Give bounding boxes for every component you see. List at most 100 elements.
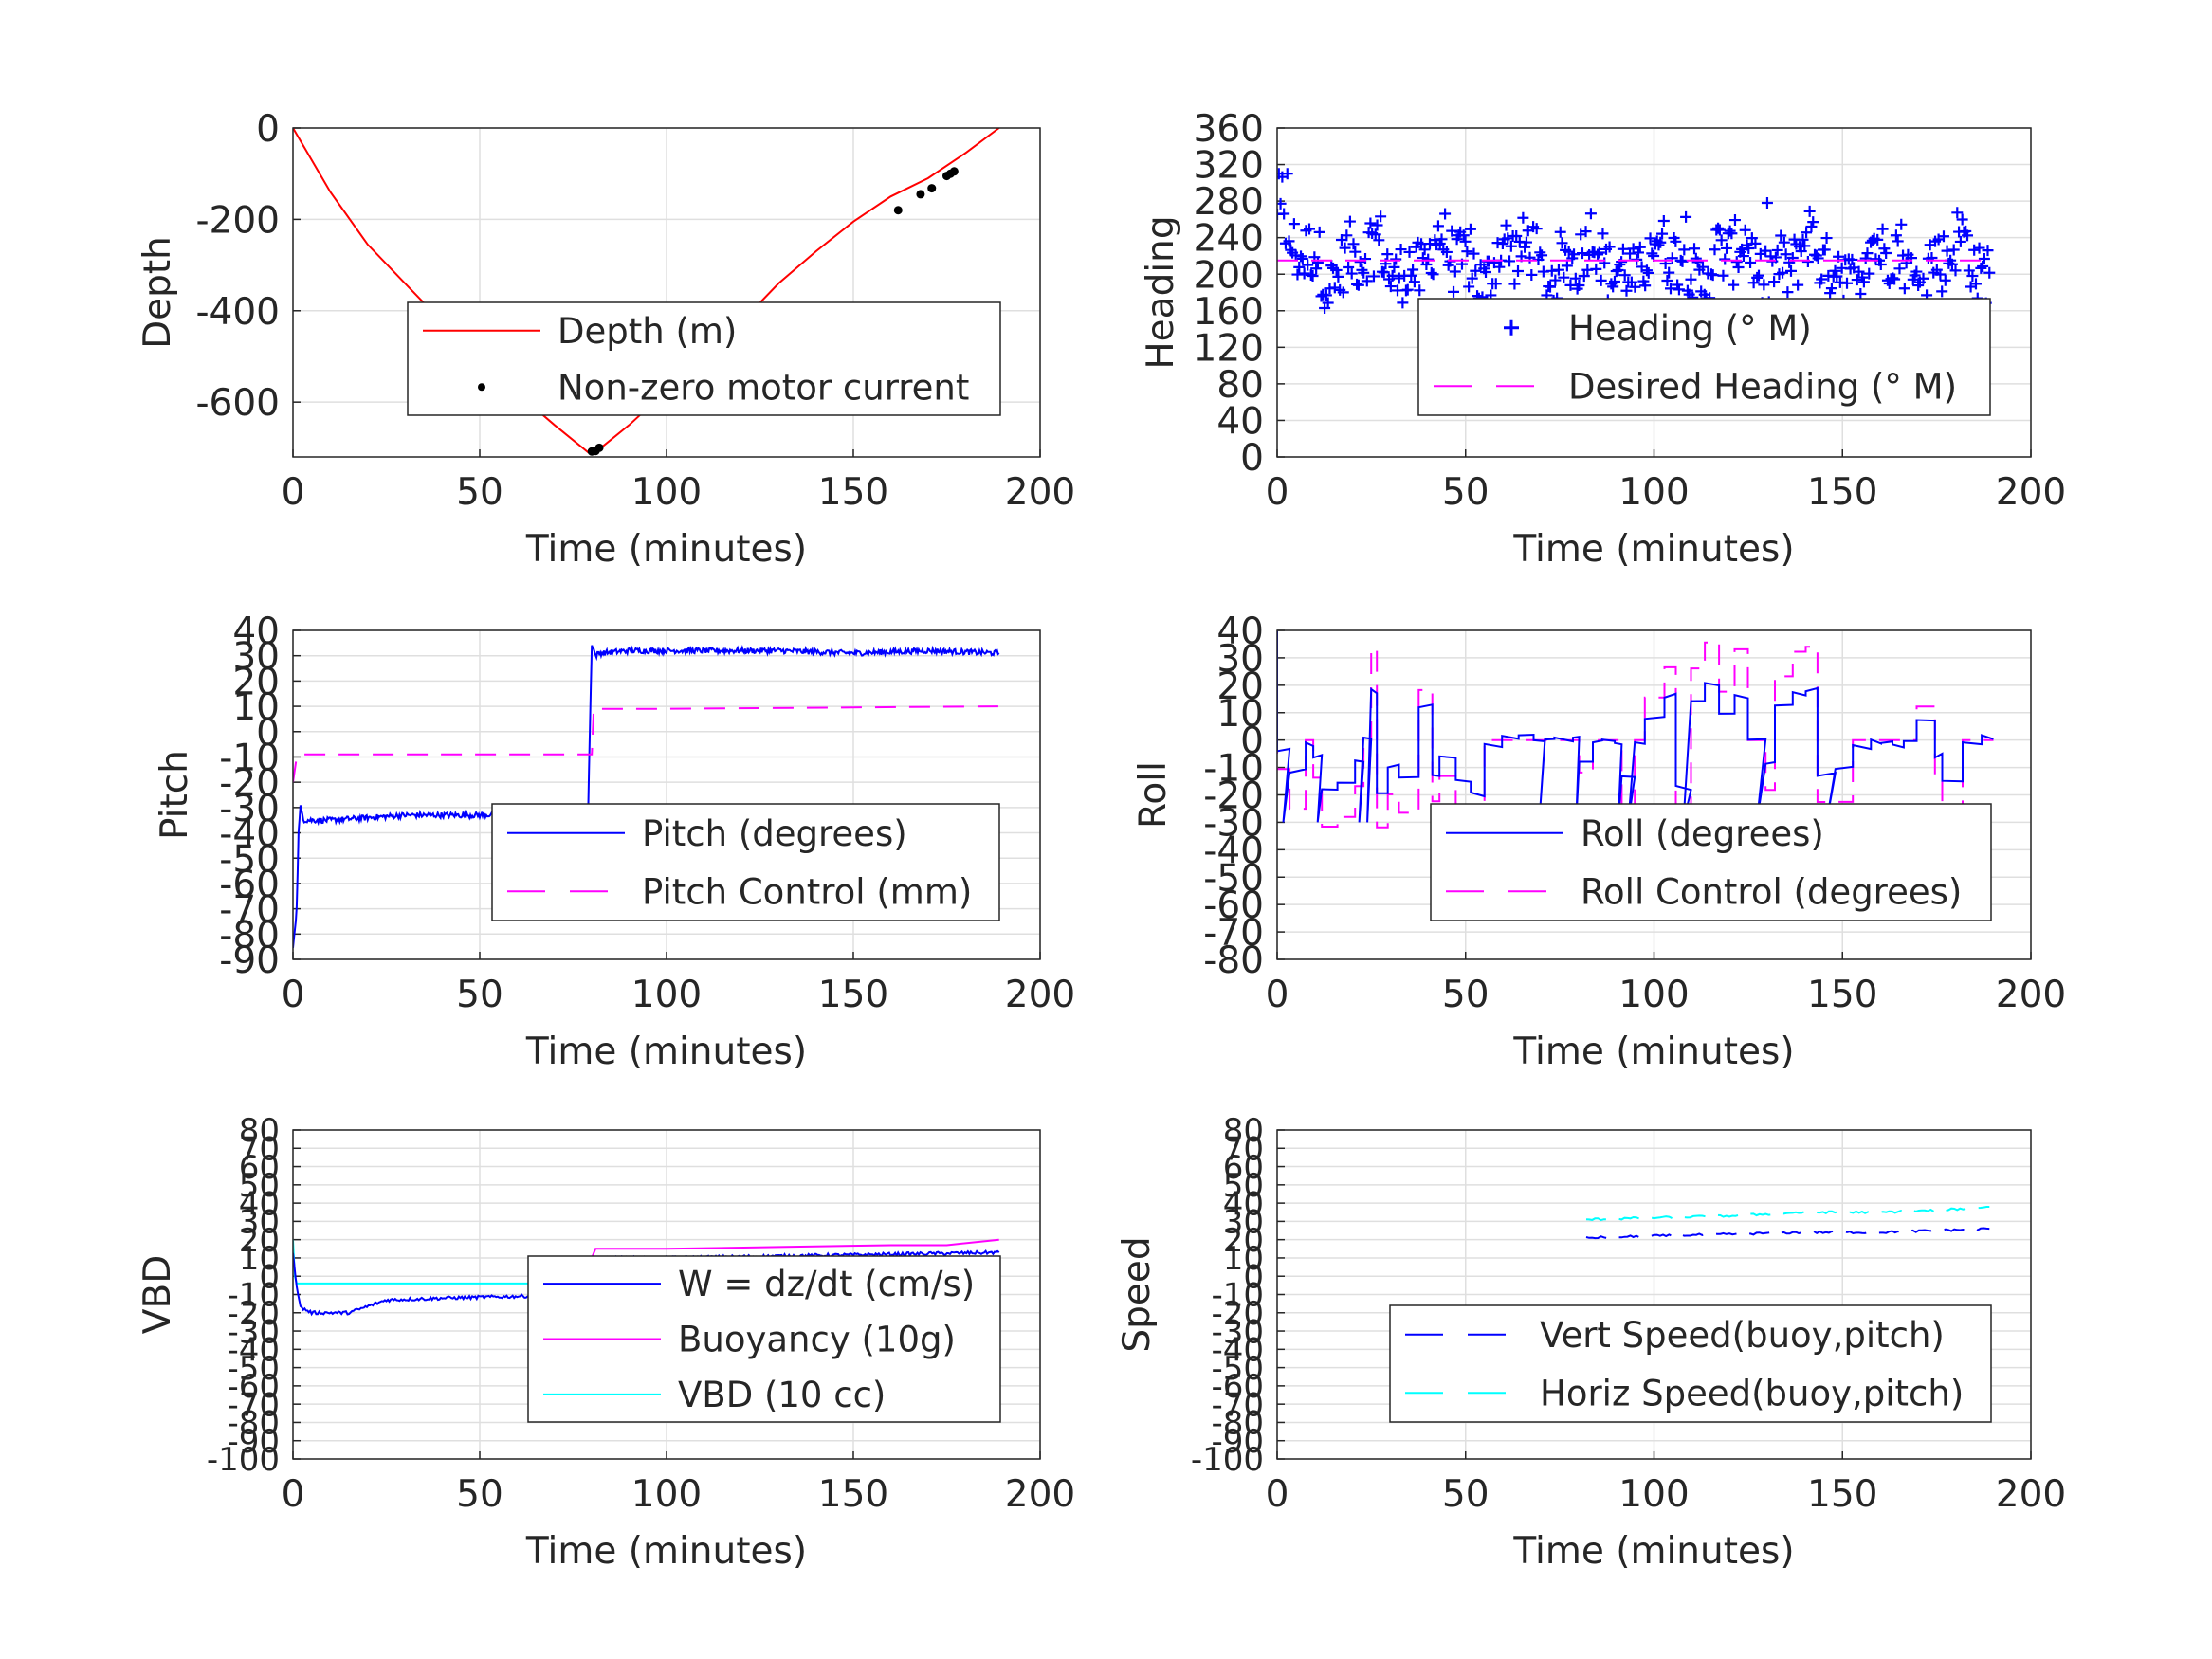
data-marker-heading <box>1761 196 1773 209</box>
y-tick-label: -70 <box>227 1386 280 1424</box>
y-tick-label: -40 <box>219 813 280 856</box>
data-marker-heading <box>1281 168 1293 180</box>
data-marker-heading <box>1403 246 1416 258</box>
axes-frame <box>292 629 1041 960</box>
y-tick-label: 120 <box>1194 327 1264 370</box>
data-marker-heading <box>1584 208 1597 220</box>
data-marker-heading <box>1797 233 1809 246</box>
data-marker-heading <box>1395 244 1407 256</box>
x-tick-label: 150 <box>1807 1473 1877 1516</box>
x-tick-label: 50 <box>1442 471 1490 514</box>
data-marker-heading <box>1343 261 1355 273</box>
y-tick-label: -40 <box>227 1332 280 1370</box>
y-tick-label: -70 <box>1211 1386 1264 1424</box>
data-marker-heading <box>1937 230 1949 243</box>
data-marker-heading <box>1360 253 1372 265</box>
axes-frame <box>1276 629 2032 960</box>
legend-label: Non-zero motor current <box>558 367 969 408</box>
data-marker-heading <box>1296 252 1308 264</box>
data-marker-heading <box>1568 248 1581 261</box>
data-marker-heading <box>1812 252 1824 264</box>
y-tick-label: 10 <box>232 686 280 729</box>
legend-label: Heading (° M) <box>1568 308 1812 349</box>
data-marker-heading <box>1792 279 1804 291</box>
data-marker-heading <box>1841 277 1854 289</box>
data-marker-heading <box>1307 270 1319 283</box>
data-marker-heading <box>1440 246 1453 258</box>
y-axis-label: Depth <box>137 236 179 349</box>
y-tick-label: -10 <box>1211 1277 1264 1315</box>
x-tick-label: 150 <box>818 1473 888 1516</box>
data-marker-heading <box>1330 264 1343 276</box>
data-marker-heading <box>1715 234 1728 246</box>
data-marker-heading <box>1616 256 1628 268</box>
data-marker-heading <box>1771 244 1783 256</box>
data-marker-heading <box>1504 255 1516 267</box>
y-tick-label: -70 <box>219 889 280 932</box>
legend-label: W = dz/dt (cm/s) <box>678 1264 975 1304</box>
y-tick-label: -30 <box>227 1313 280 1351</box>
data-marker-heading <box>1876 223 1889 235</box>
data-marker-heading <box>1936 285 1948 298</box>
data-marker-heading <box>1502 232 1514 245</box>
data-marker-heading <box>1851 274 1863 286</box>
data-marker-heading <box>1749 237 1762 249</box>
data-marker-heading <box>1552 264 1564 276</box>
data-marker-heading <box>1737 250 1749 263</box>
series-line-pitch <box>293 645 1000 948</box>
legend-vbd: W = dz/dt (cm/s) Buoyancy (10g) VBD (10 cc… <box>527 1255 1001 1423</box>
data-marker-heading <box>1910 265 1923 278</box>
data-marker-heading <box>1405 269 1417 282</box>
data-marker-heading <box>1298 267 1310 280</box>
x-tick-label: 50 <box>456 974 503 1016</box>
y-axis-label: Pitch <box>154 750 196 840</box>
y-tick-label: -60 <box>1211 1368 1264 1406</box>
data-marker-heading <box>1892 235 1904 247</box>
data-marker-heading <box>1592 248 1604 261</box>
y-tick-label: 320 <box>1194 145 1264 188</box>
data-marker-heading <box>1653 239 1665 251</box>
data-marker-heading <box>1341 229 1353 242</box>
data-marker-heading <box>1977 260 1989 272</box>
y-tick-label: 280 <box>1194 181 1264 224</box>
axes-frame <box>1276 1129 2032 1460</box>
y-tick-label: 50 <box>1223 1167 1264 1205</box>
data-marker-heading <box>1872 233 1884 246</box>
legend-pitch: Pitch (degrees) Pitch Control (mm) <box>491 803 1000 921</box>
data-marker-heading <box>1753 269 1765 282</box>
y-tick-label: -50 <box>1211 1350 1264 1388</box>
y-tick-label: -30 <box>1211 1313 1264 1351</box>
data-marker-heading <box>1573 279 1585 291</box>
data-marker-heading <box>1288 218 1300 230</box>
x-tick-label: 150 <box>818 471 888 514</box>
y-tick-label: 200 <box>1194 254 1264 297</box>
y-tick-label: -90 <box>227 1423 280 1461</box>
y-tick-label: 40 <box>1216 611 1264 653</box>
data-marker-heading <box>1464 223 1476 235</box>
data-marker-heading <box>1490 278 1502 290</box>
legend-label: VBD (10 cc) <box>678 1375 886 1415</box>
axes-frame <box>292 1129 1041 1460</box>
data-marker-heading <box>1900 257 1912 269</box>
y-tick-label: 30 <box>1223 1204 1264 1242</box>
data-marker-heading <box>1310 263 1323 275</box>
data-marker-heading <box>1278 208 1290 220</box>
data-marker-heading <box>1642 266 1654 279</box>
data-marker-heading <box>1339 242 1351 254</box>
data-marker-heading <box>1311 256 1324 268</box>
data-marker-heading <box>1439 208 1452 220</box>
data-marker-heading <box>1373 234 1385 246</box>
data-marker-heading <box>1696 261 1709 273</box>
data-marker-heading <box>1435 233 1448 246</box>
series-group-roll <box>1277 630 1994 833</box>
data-marker-heading <box>1295 250 1307 263</box>
data-marker-heading <box>1578 270 1590 283</box>
data-marker-heading <box>1367 270 1380 283</box>
data-marker-heading <box>1639 280 1652 292</box>
data-marker-heading <box>1526 268 1538 281</box>
y-tick-label: -60 <box>219 864 280 906</box>
data-marker-heading <box>1644 232 1656 245</box>
data-marker-heading <box>1536 249 1548 262</box>
data-marker-heading <box>1364 217 1377 229</box>
data-marker-heading <box>1962 229 1974 242</box>
